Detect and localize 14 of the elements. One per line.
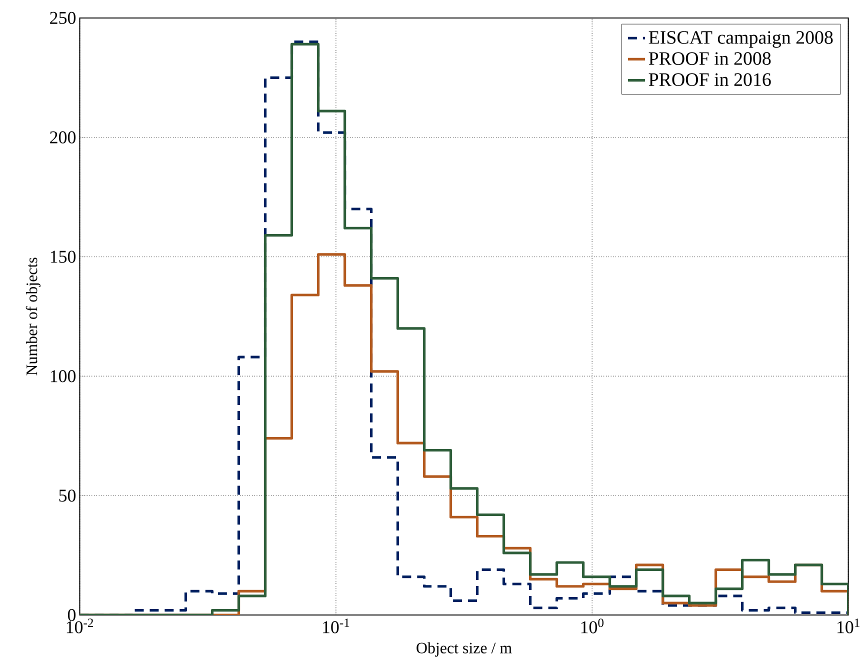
y-tick-label: 200	[50, 131, 76, 144]
y-tick-label: 250	[50, 12, 76, 24]
y-tick-label: 150	[50, 250, 76, 263]
x-tick-label: 10$^{-1}$	[323, 618, 350, 634]
legend-label: EISCAT campaign 2008	[648, 31, 833, 48]
legend-label: PROOF in 2016	[648, 73, 771, 86]
y-tick-label: 100	[50, 370, 76, 382]
x-tick-label: 10$^{1}$	[838, 618, 860, 634]
y-tick-label: 0	[68, 609, 76, 622]
x-tick-label: 10$^{0}$	[581, 618, 604, 634]
x-axis-title: Object size / m	[416, 642, 512, 657]
y-axis-title: Number of objects	[26, 258, 40, 376]
y-tick-label: 50	[59, 490, 76, 502]
legend-label: PROOF in 2008	[648, 52, 771, 65]
